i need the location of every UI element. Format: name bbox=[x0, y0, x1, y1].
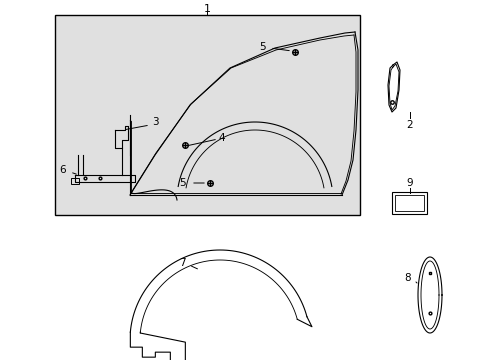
Text: 6: 6 bbox=[60, 165, 66, 175]
Text: 9: 9 bbox=[406, 178, 412, 188]
Text: 7: 7 bbox=[178, 258, 185, 268]
Text: 5: 5 bbox=[258, 42, 265, 52]
Text: 2: 2 bbox=[406, 120, 412, 130]
Text: 5: 5 bbox=[179, 178, 186, 188]
Text: 8: 8 bbox=[404, 273, 410, 283]
Bar bbox=[55, 15, 359, 215]
Text: 1: 1 bbox=[203, 4, 210, 14]
Text: 4: 4 bbox=[218, 133, 225, 143]
Bar bbox=[71, 178, 79, 184]
Text: 3: 3 bbox=[151, 117, 158, 127]
Bar bbox=[394, 195, 423, 211]
Bar bbox=[391, 192, 426, 214]
